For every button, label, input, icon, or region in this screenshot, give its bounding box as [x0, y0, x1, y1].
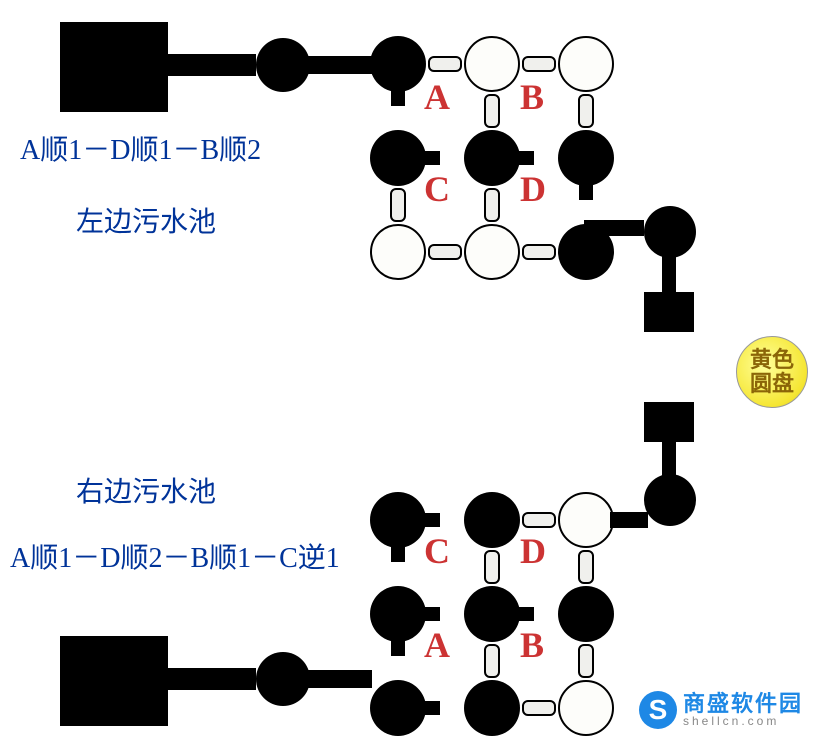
- bottom-edge-v-white: [578, 644, 594, 678]
- top-out-bar-h: [584, 220, 644, 236]
- bottom-cell-C: C: [424, 530, 450, 572]
- top-edge-v-white: [484, 94, 500, 128]
- bottom-node-black: [464, 680, 520, 736]
- bottom-sequence-text: A顺1－D顺2－B顺1－C逆1: [10, 536, 340, 576]
- top-node-black: [370, 36, 426, 92]
- top-edge-v-white: [484, 188, 500, 222]
- watermark-en: shellcn.com: [683, 715, 803, 727]
- yellow-disc-line2: 圆盘: [750, 372, 794, 396]
- top-input-block: [60, 22, 168, 112]
- bottom-out-bar-v: [662, 440, 676, 476]
- top-edge-h-white: [522, 244, 556, 260]
- bottom-node-black: [464, 586, 520, 642]
- bottom-edge-v-white: [578, 550, 594, 584]
- bottom-node-black: [464, 492, 520, 548]
- top-out-end: [644, 292, 694, 332]
- top-cell-B: B: [520, 76, 544, 118]
- bottom-node-white: [558, 680, 614, 736]
- top-input-node: [256, 38, 310, 92]
- top-out-node: [644, 206, 696, 258]
- top-node-black: [370, 130, 426, 186]
- bottom-edge-v-white: [484, 550, 500, 584]
- bottom-input-node: [256, 652, 310, 706]
- top-node-black: [464, 130, 520, 186]
- bottom-node-black: [370, 492, 426, 548]
- top-edge-h-white: [428, 56, 462, 72]
- top-input-bar1: [168, 54, 256, 76]
- top-sequence-text: A顺1－D顺1－B顺2: [20, 128, 261, 168]
- top-pool-label: 左边污水池: [76, 200, 216, 240]
- top-edge-v-white: [390, 188, 406, 222]
- bottom-pool-label: 右边污水池: [76, 470, 216, 510]
- top-input-bar2: [308, 56, 372, 74]
- bottom-cell-A: A: [424, 624, 450, 666]
- bottom-out-end: [644, 402, 694, 442]
- yellow-disc-line1: 黄色: [750, 348, 794, 372]
- watermark-cn: 商盛软件园: [683, 693, 803, 715]
- top-node-white: [464, 224, 520, 280]
- bottom-edge-h-white: [522, 700, 556, 716]
- top-cell-C: C: [424, 168, 450, 210]
- top-node-white: [558, 36, 614, 92]
- bottom-input-block: [60, 636, 168, 726]
- bottom-input-bar2: [308, 670, 372, 688]
- bottom-edge-v-white: [484, 644, 500, 678]
- watermark-text: 商盛软件园 shellcn.com: [683, 693, 803, 727]
- top-out-bar-v: [662, 256, 676, 292]
- bottom-node-black: [370, 680, 426, 736]
- top-cell-A: A: [424, 76, 450, 118]
- top-cell-D: D: [520, 168, 546, 210]
- top-edge-h-white: [522, 56, 556, 72]
- top-edge-h-white: [428, 244, 462, 260]
- bottom-edge-h-white: [522, 512, 556, 528]
- top-node-white: [464, 36, 520, 92]
- yellow-disc: 黄色 圆盘: [736, 336, 808, 408]
- bottom-cell-D: D: [520, 530, 546, 572]
- bottom-node-black: [370, 586, 426, 642]
- bottom-node-black: [558, 586, 614, 642]
- bottom-input-bar1: [168, 668, 256, 690]
- watermark: S 商盛软件园 shellcn.com: [639, 691, 803, 729]
- bottom-out-bar-h: [610, 512, 648, 528]
- watermark-icon: S: [639, 691, 677, 729]
- bottom-cell-B: B: [520, 624, 544, 666]
- top-node-black: [558, 130, 614, 186]
- bottom-node-white: [558, 492, 614, 548]
- top-node-white: [370, 224, 426, 280]
- top-edge-v-white: [578, 94, 594, 128]
- bottom-out-node: [644, 474, 696, 526]
